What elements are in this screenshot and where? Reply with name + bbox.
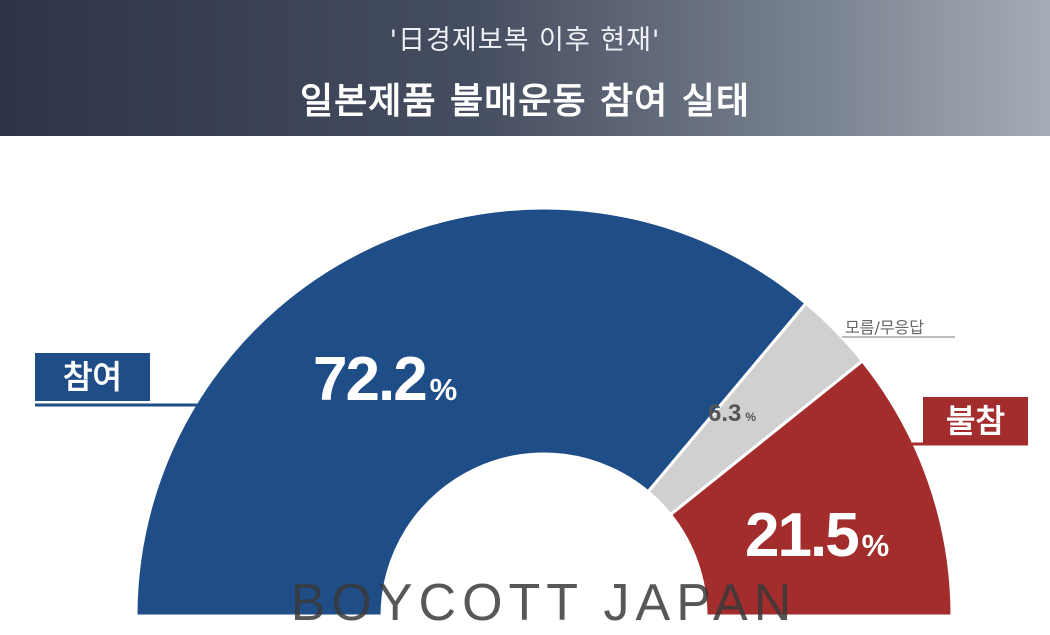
unknown-value-label: 6.3% [708,400,757,427]
participate-value-label: 72.2% [313,345,458,414]
chart-header: '日경제보복 이후 현재' 일본제품 불매운동 참여 실태 [0,0,1050,136]
chart-title: 일본제품 불매운동 참여 실태 [299,81,751,122]
slice-participate [134,206,809,618]
boycott-japan-watermark: BOYCOTT JAPAN [290,574,798,632]
legend-unknown: 모름/무응답 [845,318,924,337]
legend-not-participate: 불참 [923,397,1028,445]
legend-participate: 참여 [35,353,150,401]
slice-not-participate [668,358,954,618]
not-participate-value-label: 21.5% [745,501,890,570]
chart-subtitle: '日경제보복 이후 현재' [389,25,661,56]
half-donut-chart [35,206,1028,618]
